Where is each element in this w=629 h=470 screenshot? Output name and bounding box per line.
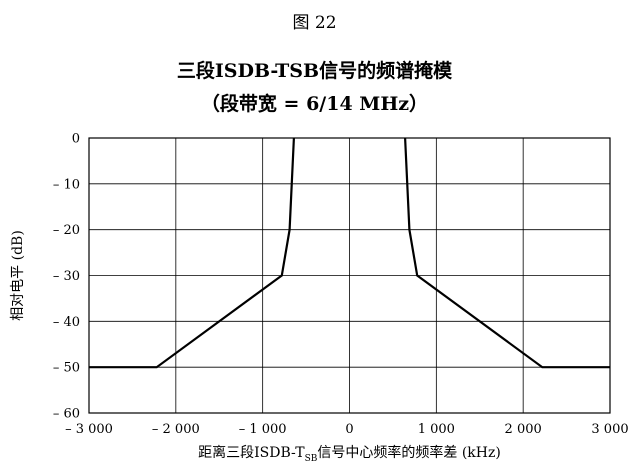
x-axis-label-prefix: 距离三段ISDB-T (198, 444, 305, 461)
x-tick-label: – 1 000 (239, 422, 287, 437)
x-tick-label: – 3 000 (65, 422, 113, 437)
grid-lines (88, 137, 611, 414)
y-tick-labels: 0 – 10 – 20 – 30 – 40 – 50 – 60 (53, 132, 80, 422)
mask-line-right (404, 137, 610, 369)
y-tick-label: 0 (72, 132, 80, 147)
x-tick-label: 3 000 (591, 422, 628, 437)
y-tick-label: – 60 (53, 407, 80, 422)
x-tick-label: – 2 000 (152, 422, 200, 437)
plot-area-frame (88, 137, 611, 414)
x-tick-labels: – 3 000 – 2 000 – 1 000 0 1 000 2 000 3 000 (65, 422, 629, 437)
x-tick-label: 2 000 (505, 422, 542, 437)
y-tick-label: – 10 (53, 177, 80, 192)
y-axis-label: 相对电平 (dB) (10, 230, 26, 321)
chart-title: 三段ISDB-TSB信号的频谱掩模 (176, 60, 453, 82)
figure-label: 图 22 (292, 13, 337, 33)
y-tick-label: – 20 (53, 223, 80, 238)
y-tick-label: – 30 (53, 269, 80, 284)
chart-subtitle: （段带宽 = 6/14 MHz） (200, 93, 429, 115)
x-axis-label-suffix: 信号中心频率的频率差 (kHz) (317, 444, 500, 461)
x-axis-label: 距离三段ISDB-TSB信号中心频率的频率差 (kHz) (198, 444, 501, 464)
y-tick-label: – 50 (53, 361, 80, 376)
series-group (89, 137, 610, 369)
x-tick-label: 1 000 (418, 422, 455, 437)
x-tick-label: 0 (345, 422, 353, 437)
mask-line-left (89, 137, 295, 369)
x-axis-label-subscript: SB (305, 454, 318, 464)
y-tick-label: – 40 (53, 315, 80, 330)
